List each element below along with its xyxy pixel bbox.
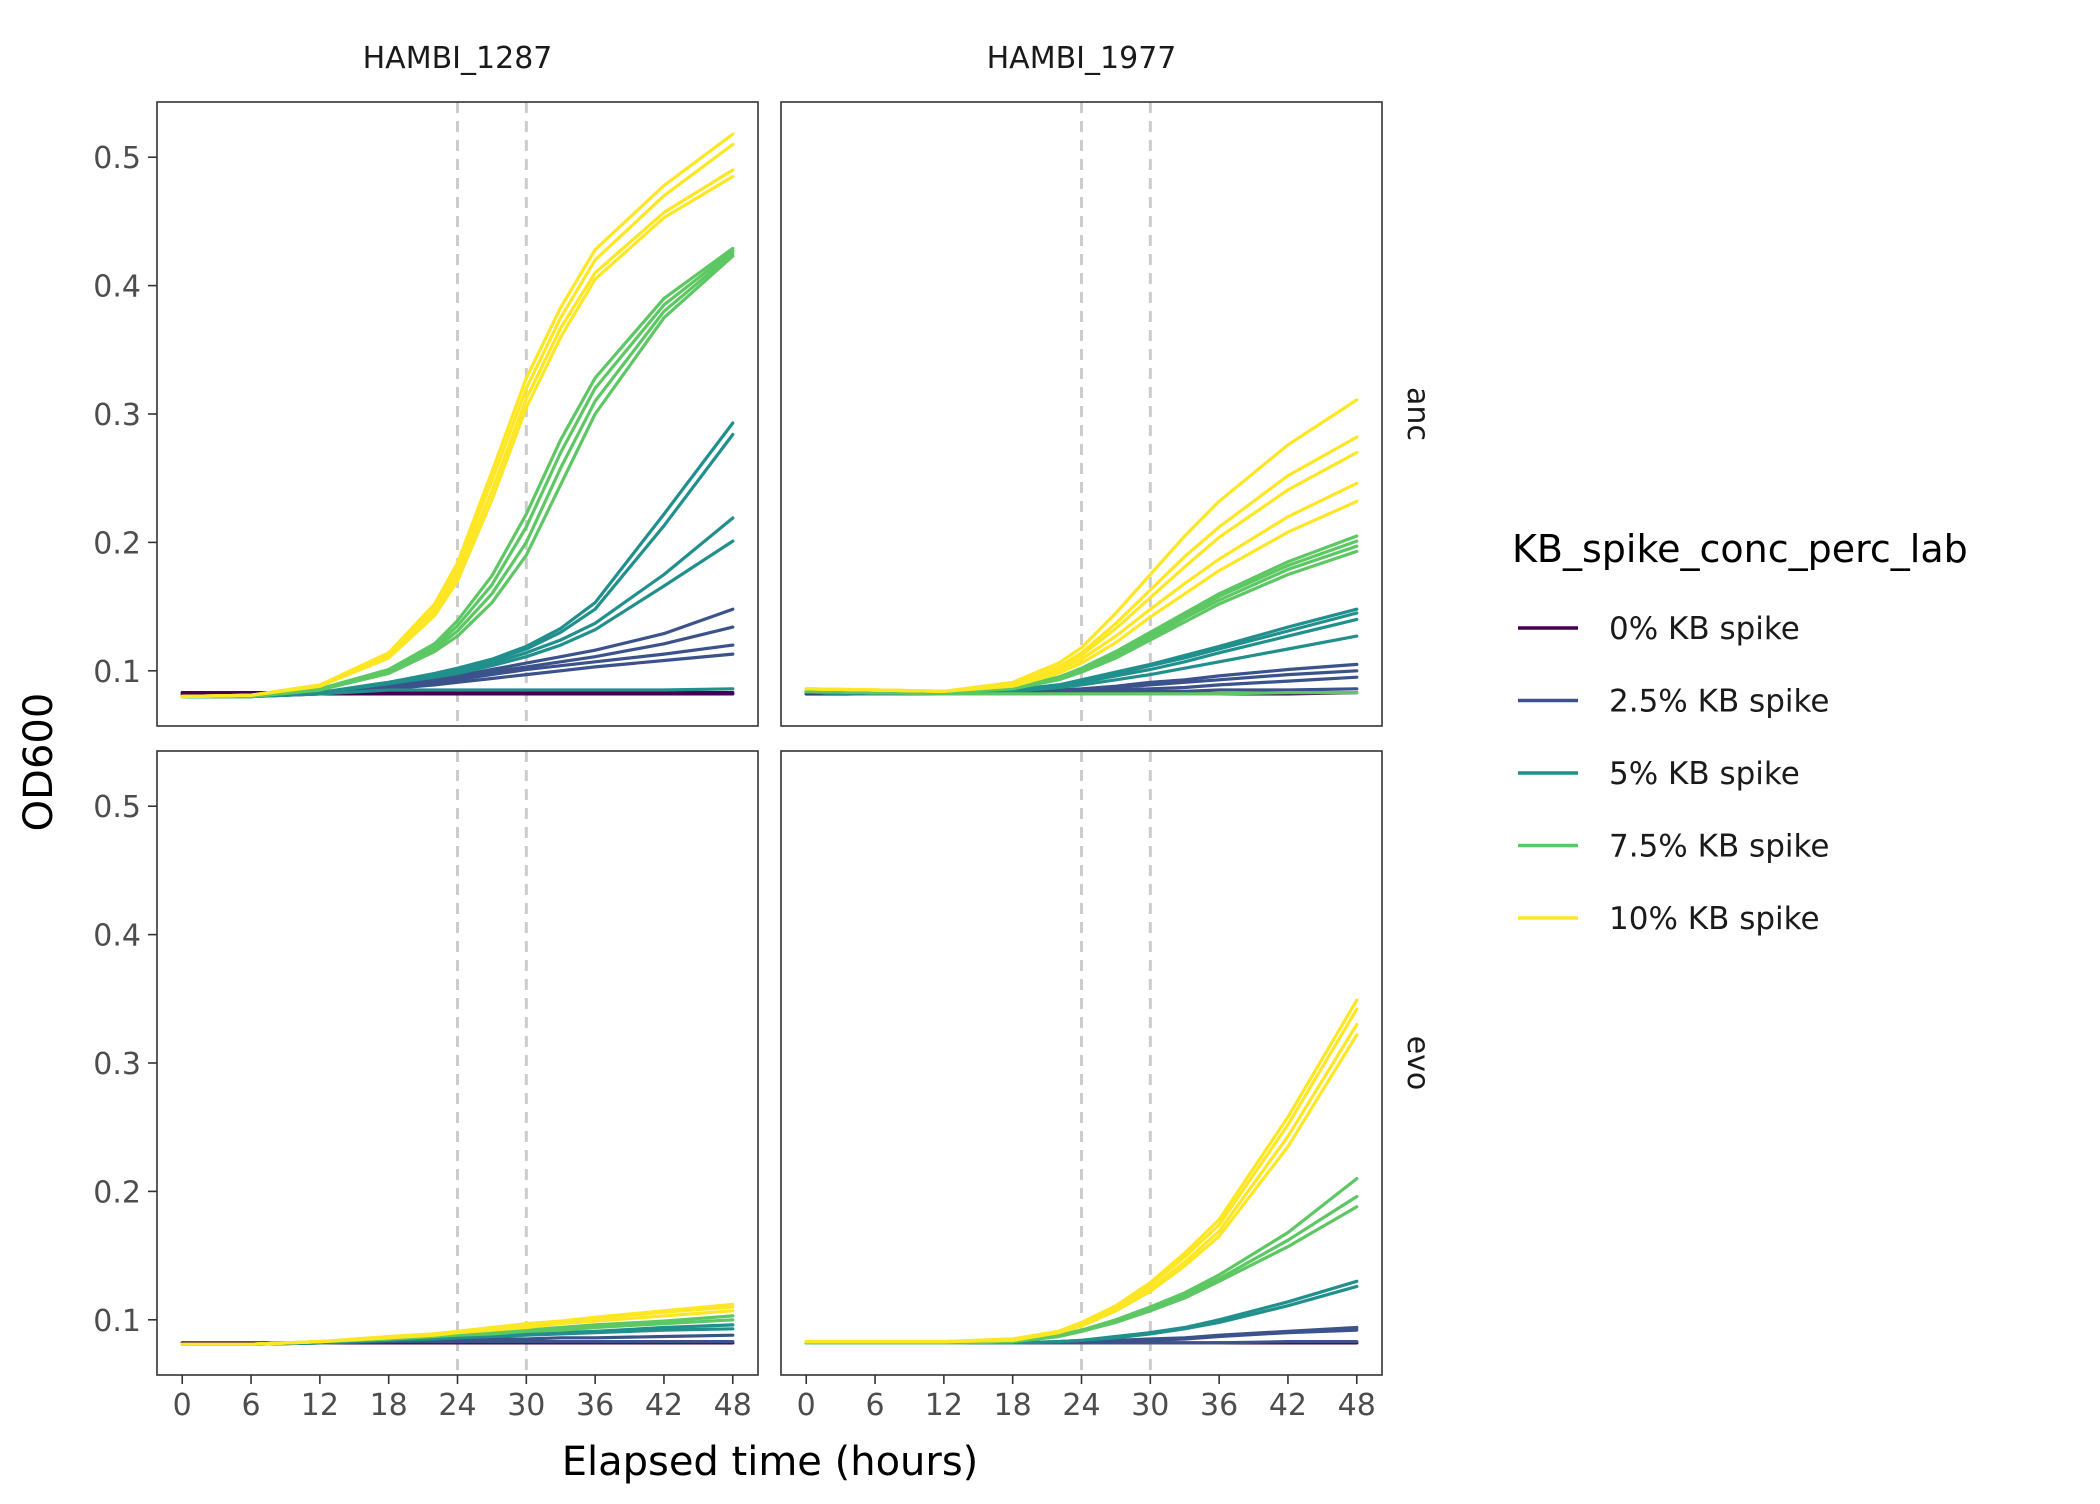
- y-tick-label: 0.1: [93, 1304, 141, 1339]
- legend-label: 5% KB spike: [1609, 756, 1800, 792]
- x-tick-label: 12: [925, 1388, 963, 1423]
- x-axis-title: Elapsed time (hours): [562, 1439, 979, 1485]
- panel-HAMBI_1977-anc: [804, 398, 1359, 696]
- panel-HAMBI_1287-anc: [180, 132, 735, 699]
- y-tick-label: 0.4: [93, 919, 141, 954]
- legend-item: 5% KB spike: [1518, 756, 1800, 792]
- series-line: [180, 246, 735, 699]
- x-tick-label: 48: [714, 1388, 752, 1423]
- panels: [156, 101, 1383, 1376]
- x-tick-label: 42: [1269, 1388, 1307, 1423]
- x-tick-label: 0: [797, 1388, 816, 1423]
- axes: 0.1 0.2 0.3 0.4 0.5 0.1 0.2 0.3 0.4 0.5 0 6 12 18 24 30…: [93, 141, 1376, 1423]
- series-line: [804, 998, 1359, 1344]
- x-tick-label: 18: [994, 1388, 1032, 1423]
- x-tick-label: 6: [242, 1388, 261, 1423]
- legend-item: 2.5% KB spike: [1518, 684, 1829, 720]
- x-tick-label: 24: [438, 1388, 476, 1423]
- y-tick-label: 0.3: [93, 398, 141, 433]
- x-tick-label: 30: [1131, 1388, 1169, 1423]
- row-strip-label: anc: [1400, 387, 1435, 441]
- series-line: [180, 1302, 735, 1346]
- legend-label: 0% KB spike: [1609, 611, 1800, 647]
- x-tick-label: 12: [301, 1388, 339, 1423]
- series-line: [804, 398, 1359, 693]
- legend: KB_spike_conc_perc_lab 0% KB spike 2.5% K…: [1512, 527, 1968, 937]
- y-tick-label: 0.5: [93, 790, 141, 825]
- x-tick-label: 36: [1200, 1388, 1238, 1423]
- x-tick-label: 0: [173, 1388, 192, 1423]
- legend-label: 10% KB spike: [1609, 901, 1820, 937]
- panel-HAMBI_1977-evo: [804, 998, 1359, 1345]
- row-strip-label: evo: [1400, 1036, 1435, 1091]
- y-tick-label: 0.2: [93, 1175, 141, 1210]
- legend-label: 7.5% KB spike: [1609, 829, 1829, 865]
- x-tick-label: 48: [1338, 1388, 1376, 1423]
- column-strip-label: HAMBI_1287: [363, 41, 553, 76]
- x-tick-label: 36: [576, 1388, 614, 1423]
- x-tick-label: 24: [1062, 1388, 1100, 1423]
- x-tick-label: 42: [645, 1388, 683, 1423]
- series-line: [180, 132, 735, 699]
- y-tick-label: 0.1: [93, 655, 141, 690]
- legend-label: 2.5% KB spike: [1609, 684, 1829, 720]
- x-tick-label: 6: [866, 1388, 885, 1423]
- legend-item: 10% KB spike: [1518, 901, 1820, 937]
- panel-border: [780, 101, 1383, 727]
- y-tick-label: 0.5: [93, 141, 141, 176]
- y-tick-label: 0.3: [93, 1047, 141, 1082]
- legend-title: KB_spike_conc_perc_lab: [1512, 527, 1968, 571]
- y-tick-label: 0.2: [93, 526, 141, 561]
- x-tick-label: 18: [370, 1388, 408, 1423]
- legend-item: 7.5% KB spike: [1518, 829, 1829, 865]
- legend-item: 0% KB spike: [1518, 611, 1800, 647]
- y-tick-label: 0.4: [93, 270, 141, 305]
- column-strip-label: HAMBI_1977: [987, 41, 1177, 76]
- y-axis-title: OD600: [16, 693, 62, 832]
- x-tick-label: 30: [507, 1388, 545, 1423]
- series-line: [180, 421, 735, 699]
- panel-HAMBI_1287-evo: [180, 1302, 735, 1346]
